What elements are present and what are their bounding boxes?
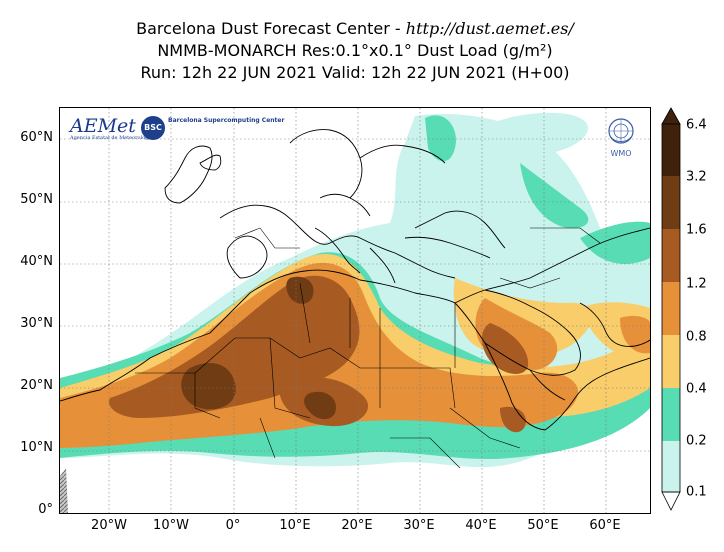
lon-tick-label: 40°E — [465, 518, 497, 533]
aemet-logo-subtitle: Agencia Estatal de Meteorología — [70, 135, 153, 141]
lon-tick-label: 60°E — [589, 518, 621, 533]
bsc-logo-text: Barcelona Supercomputing Center — [168, 117, 285, 124]
graticule — [60, 108, 650, 513]
title-line-2: NMMB-MONARCH Res:0.1°x0.1° Dust Load (g/… — [157, 41, 553, 60]
colorbar — [661, 107, 681, 511]
colorbar-bottom-arrow — [661, 491, 681, 511]
lat-tick-label: 50°N — [20, 192, 53, 207]
colorbar-label: 0.2 — [686, 433, 707, 449]
colorbar-label: 6.4 — [686, 117, 707, 133]
wmo-logo-text: WMO — [610, 149, 632, 158]
colorbar-segment — [662, 124, 680, 176]
map-title: Barcelona Dust Forecast Center - http://… — [0, 18, 710, 84]
colorbar-segment — [662, 335, 680, 388]
bsc-logo-mark: BSC — [141, 116, 165, 140]
colorbar-segment — [662, 441, 680, 492]
dust-load-map — [60, 108, 650, 513]
colorbar-label: 3.2 — [686, 169, 707, 185]
aemet-logo: AEMet Agencia Estatal de Meteorología — [70, 115, 153, 141]
lon-tick-label: 50°E — [527, 518, 559, 533]
aemet-logo-text: AEMet — [70, 115, 136, 137]
lon-tick-label: 20°E — [341, 518, 373, 533]
lat-tick-label: 20°N — [20, 378, 53, 393]
lat-tick-label: 40°N — [20, 254, 53, 269]
lat-tick-label: 60°N — [20, 130, 53, 145]
colorbar-top-arrow — [661, 107, 681, 125]
coastlines — [60, 129, 650, 431]
colorbar-label: 0.4 — [686, 381, 707, 397]
colorbar-segment — [662, 229, 680, 282]
colorbar-label: 1.2 — [686, 276, 707, 292]
colorbar-segment — [662, 282, 680, 335]
title-line-1: Barcelona Dust Forecast Center - http://… — [0, 18, 710, 40]
colorbar-segment — [662, 388, 680, 441]
missing-data-region — [60, 468, 68, 513]
map-panel — [59, 107, 651, 514]
colorbar-segment — [662, 176, 680, 229]
title-line-3: Run: 12h 22 JUN 2021 Valid: 12h 22 JUN 2… — [140, 63, 570, 82]
country-borders — [135, 227, 601, 469]
wmo-logo: WMO — [605, 117, 637, 158]
colorbar-label: 0.1 — [686, 484, 707, 500]
lon-tick-label: 20°W — [91, 518, 127, 533]
wmo-emblem-icon — [608, 118, 634, 144]
lat-tick-label: 0° — [38, 502, 53, 517]
lon-tick-label: 30°E — [403, 518, 435, 533]
colorbar-label: 0.8 — [686, 329, 707, 345]
colorbar-label: 1.6 — [686, 222, 707, 238]
dust-brown-field — [109, 275, 529, 433]
lon-tick-label: 10°W — [153, 518, 189, 533]
lon-tick-label: 10°E — [279, 518, 311, 533]
title-url: http://dust.aemet.es/ — [405, 19, 574, 38]
title-prefix: Barcelona Dust Forecast Center - — [136, 19, 406, 38]
lon-tick-label: 0° — [225, 518, 241, 533]
lat-tick-label: 30°N — [20, 316, 53, 331]
lat-tick-label: 10°N — [20, 440, 53, 455]
